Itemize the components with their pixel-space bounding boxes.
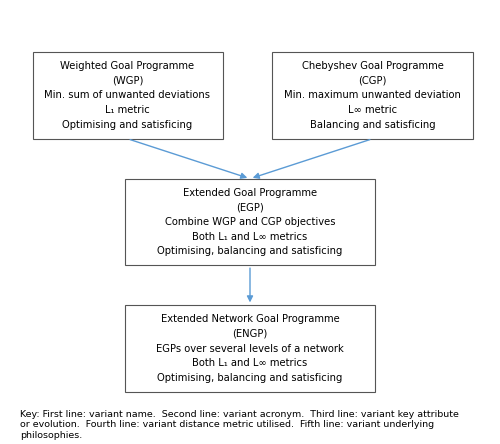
Text: Extended Goal Programme: Extended Goal Programme	[183, 188, 317, 198]
Text: Weighted Goal Programme: Weighted Goal Programme	[60, 61, 194, 71]
FancyBboxPatch shape	[272, 52, 472, 139]
Text: (WGP): (WGP)	[112, 76, 143, 86]
Text: Min. sum of unwanted deviations: Min. sum of unwanted deviations	[44, 91, 210, 100]
FancyBboxPatch shape	[32, 52, 222, 139]
Text: Optimising and satisficing: Optimising and satisficing	[62, 120, 192, 130]
Text: Both L₁ and L∞ metrics: Both L₁ and L∞ metrics	[192, 232, 308, 242]
FancyBboxPatch shape	[125, 305, 375, 392]
Text: EGPs over several levels of a network: EGPs over several levels of a network	[156, 344, 344, 353]
Text: Both L₁ and L∞ metrics: Both L₁ and L∞ metrics	[192, 358, 308, 368]
Text: Min. maximum unwanted deviation: Min. maximum unwanted deviation	[284, 91, 461, 100]
Text: (ENGP): (ENGP)	[232, 329, 268, 339]
Text: L₁ metric: L₁ metric	[105, 105, 150, 115]
Text: Key: First line: variant name.  Second line: variant acronym.  Third line: varia: Key: First line: variant name. Second li…	[20, 410, 459, 440]
FancyBboxPatch shape	[125, 179, 375, 266]
Text: (EGP): (EGP)	[236, 202, 264, 212]
Text: Chebyshev Goal Programme: Chebyshev Goal Programme	[302, 61, 444, 71]
Text: Balancing and satisficing: Balancing and satisficing	[310, 120, 436, 130]
Text: Optimising, balancing and satisficing: Optimising, balancing and satisficing	[158, 373, 342, 383]
Text: Combine WGP and CGP objectives: Combine WGP and CGP objectives	[165, 217, 335, 227]
Text: Extended Network Goal Programme: Extended Network Goal Programme	[160, 314, 340, 324]
Text: L∞ metric: L∞ metric	[348, 105, 397, 115]
Text: Optimising, balancing and satisficing: Optimising, balancing and satisficing	[158, 246, 342, 256]
Text: (CGP): (CGP)	[358, 76, 386, 86]
